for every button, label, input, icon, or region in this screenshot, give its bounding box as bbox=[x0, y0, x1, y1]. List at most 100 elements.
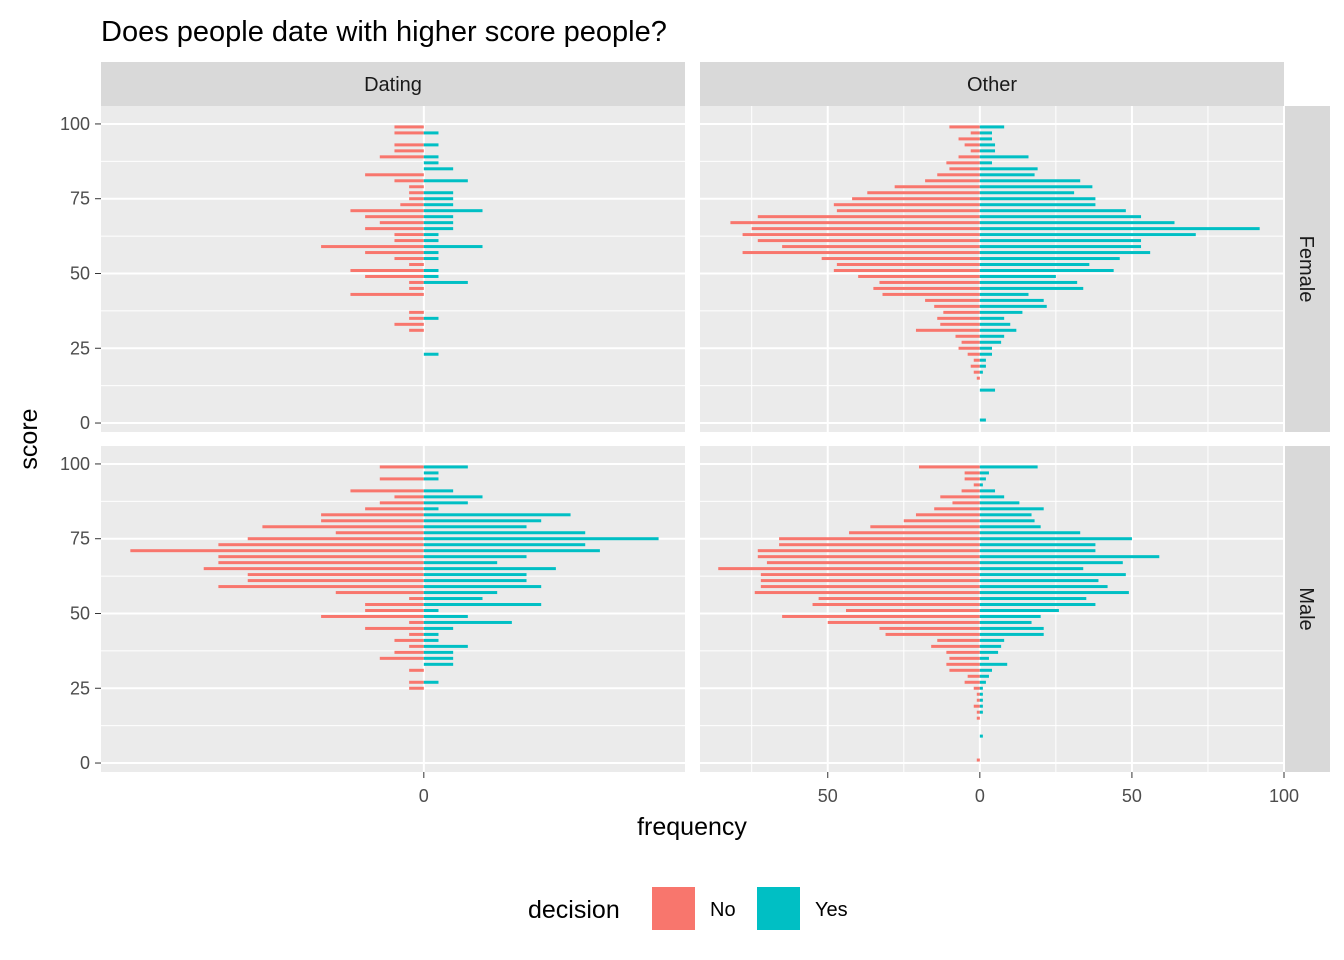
bar-no bbox=[365, 507, 424, 511]
bar-no bbox=[952, 501, 980, 505]
bar-yes bbox=[423, 316, 439, 320]
bar-yes bbox=[979, 298, 1044, 302]
bar-no bbox=[958, 137, 980, 141]
bar-no bbox=[379, 501, 424, 505]
bar-no bbox=[218, 555, 424, 559]
bar-yes bbox=[979, 418, 986, 422]
bar-yes bbox=[979, 519, 1035, 523]
bar-no bbox=[730, 221, 980, 225]
bar-yes bbox=[979, 173, 1035, 177]
bar-yes bbox=[979, 161, 992, 165]
bar-no bbox=[970, 131, 980, 135]
bar-no bbox=[751, 227, 980, 231]
bar-yes bbox=[979, 388, 996, 392]
bar-no bbox=[321, 614, 424, 618]
bar-no bbox=[976, 716, 980, 720]
bar-no bbox=[946, 662, 980, 666]
bar-yes bbox=[423, 608, 439, 612]
bar-yes bbox=[979, 537, 1132, 541]
bar-yes bbox=[979, 328, 1017, 332]
bar-yes bbox=[423, 280, 468, 284]
bar-yes bbox=[423, 221, 454, 225]
bar-yes bbox=[423, 567, 556, 571]
bar-no bbox=[350, 268, 424, 272]
strip-label-female: Female bbox=[1295, 236, 1317, 303]
bar-yes bbox=[979, 358, 986, 362]
bar-no bbox=[949, 167, 980, 171]
bar-no bbox=[409, 632, 424, 636]
bar-no bbox=[967, 352, 980, 356]
legend-label-yes: Yes bbox=[815, 899, 848, 921]
bar-no bbox=[833, 268, 980, 272]
bar-yes bbox=[423, 650, 454, 654]
bar-no bbox=[931, 644, 980, 648]
y-tick-label: 0 bbox=[80, 753, 90, 773]
bar-no bbox=[757, 549, 980, 553]
bar-no bbox=[409, 316, 424, 320]
bar-no bbox=[409, 197, 424, 201]
x-tick-label: 50 bbox=[1122, 786, 1142, 806]
bar-no bbox=[964, 143, 980, 147]
bar-no bbox=[827, 620, 980, 624]
legend-key-yes bbox=[757, 887, 800, 930]
bar-yes bbox=[979, 155, 1029, 159]
bar-no bbox=[894, 185, 980, 189]
bar-no bbox=[925, 179, 980, 183]
bar-no bbox=[937, 316, 980, 320]
bar-yes bbox=[979, 346, 992, 350]
bar-no bbox=[247, 573, 424, 577]
legend-label-no: No bbox=[710, 899, 736, 921]
bar-no bbox=[949, 668, 980, 672]
bar-yes bbox=[423, 495, 483, 499]
bar-yes bbox=[979, 644, 1002, 648]
bar-no bbox=[946, 161, 980, 165]
bar-no bbox=[870, 525, 980, 529]
bar-no bbox=[879, 626, 980, 630]
bar-yes bbox=[979, 304, 1047, 308]
bar-yes bbox=[979, 274, 1056, 278]
bar-no bbox=[949, 125, 980, 129]
bar-no bbox=[970, 364, 980, 368]
bar-no bbox=[365, 626, 424, 630]
bar-yes bbox=[423, 603, 542, 607]
bar-no bbox=[882, 292, 980, 296]
strip-col-other bbox=[700, 62, 1284, 106]
bar-yes bbox=[423, 632, 439, 636]
bar-no bbox=[350, 292, 424, 296]
bar-yes bbox=[979, 585, 1108, 589]
bar-yes bbox=[423, 644, 468, 648]
bar-yes bbox=[423, 543, 586, 547]
bar-yes bbox=[979, 215, 1142, 219]
bar-yes bbox=[979, 543, 1096, 547]
bar-yes bbox=[979, 477, 986, 481]
bar-no bbox=[379, 656, 424, 660]
bar-yes bbox=[423, 614, 468, 618]
bar-yes bbox=[423, 209, 483, 213]
bar-yes bbox=[979, 471, 989, 475]
bar-no bbox=[379, 155, 424, 159]
bar-yes bbox=[979, 310, 1023, 314]
bar-no bbox=[976, 758, 980, 762]
bar-no bbox=[812, 603, 980, 607]
bar-no bbox=[852, 197, 980, 201]
bar-yes bbox=[979, 513, 1032, 517]
bar-no bbox=[846, 608, 980, 612]
bar-yes bbox=[979, 322, 1011, 326]
bar-yes bbox=[979, 280, 1078, 284]
bar-no bbox=[903, 519, 980, 523]
bar-yes bbox=[979, 340, 1002, 344]
bar-no bbox=[409, 185, 424, 189]
bar-no bbox=[718, 567, 980, 571]
bar-yes bbox=[979, 268, 1114, 272]
bar-no bbox=[409, 280, 424, 284]
bar-yes bbox=[979, 185, 1093, 189]
bar-no bbox=[365, 608, 424, 612]
bar-no bbox=[409, 620, 424, 624]
bar-yes bbox=[423, 561, 498, 565]
bar-no bbox=[203, 567, 424, 571]
bar-yes bbox=[423, 579, 527, 583]
bar-no bbox=[409, 644, 424, 648]
bar-yes bbox=[979, 489, 996, 493]
bar-yes bbox=[979, 698, 983, 702]
legend-title: decision bbox=[528, 896, 620, 924]
